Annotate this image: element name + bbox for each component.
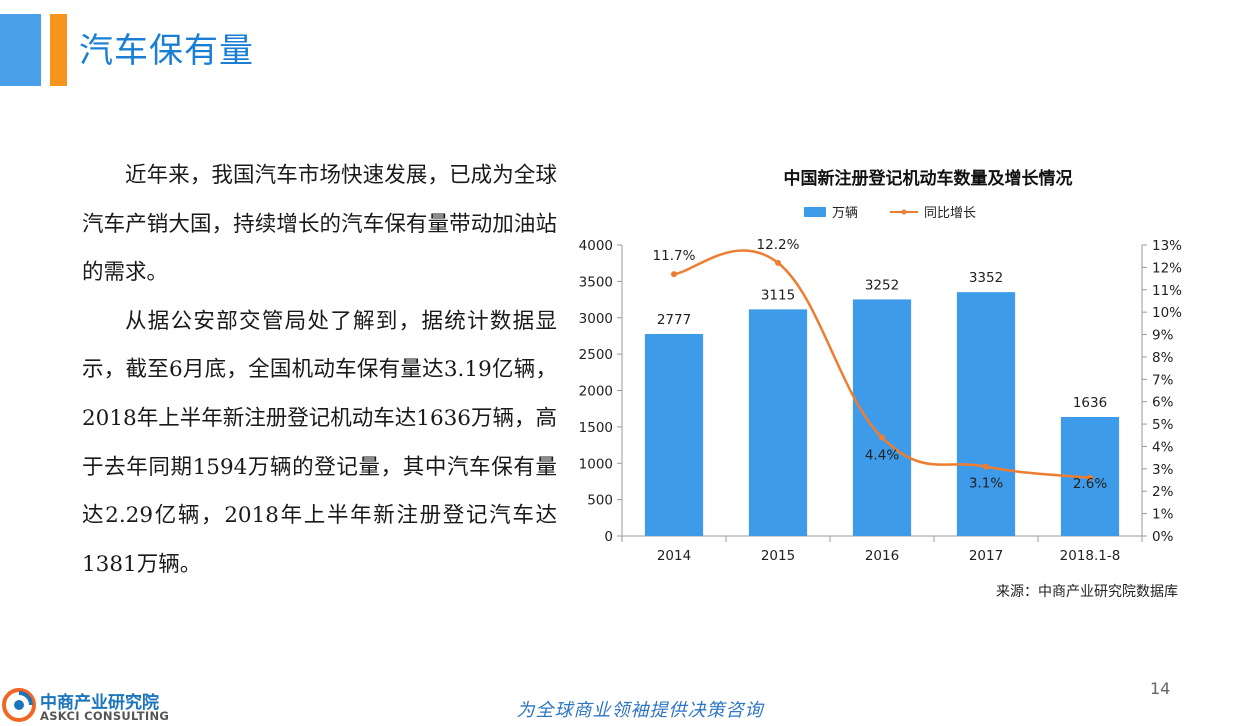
y-tick-label-right: 4%	[1152, 439, 1174, 455]
bar-data-label: 2777	[657, 312, 691, 328]
bar-data-label: 1636	[1073, 395, 1107, 411]
bar-data-label: 3252	[865, 277, 899, 293]
legend-swatch-bar	[804, 207, 826, 217]
growth-data-label: 11.7%	[653, 248, 696, 264]
y-tick-label-right: 9%	[1152, 328, 1174, 344]
y-tick-label-right: 2%	[1152, 484, 1174, 500]
growth-marker	[983, 463, 989, 470]
y-tick-label-left: 3500	[579, 274, 613, 290]
growth-marker	[671, 271, 677, 278]
y-tick-label-right: 10%	[1152, 305, 1182, 321]
legend-swatch-marker	[901, 209, 907, 215]
legend-label: 万辆	[832, 206, 858, 221]
source-note: 来源：中商产业研究院数据库	[996, 584, 1178, 600]
y-tick-label-right: 5%	[1152, 417, 1174, 433]
paragraph: 从据公安部交管局处了解到，据统计数据显示，截至6月底，全国机动车保有量达3.19…	[82, 308, 557, 577]
growth-data-label: 12.2%	[757, 237, 800, 253]
logo-chinese-name: 中商产业研究院	[40, 693, 159, 713]
y-tick-label-right: 3%	[1152, 462, 1174, 478]
page-number: 14	[1150, 679, 1171, 698]
bar	[852, 299, 912, 536]
x-tick-label: 2016	[865, 548, 899, 564]
x-tick-label: 2015	[761, 548, 795, 564]
page-title: 汽车保有量	[79, 31, 254, 71]
growth-marker	[1087, 474, 1093, 481]
growth-data-label: 4.4%	[865, 448, 899, 464]
growth-data-label: 2.6%	[1073, 476, 1107, 492]
logo-english-name: ASKCI CONSULTING	[40, 709, 170, 723]
growth-marker	[879, 434, 885, 441]
y-tick-label-right: 6%	[1152, 395, 1174, 411]
body-text: 近年来，我国汽车市场快速发展，已成为全球汽车产销大国，持续增长的汽车保有量带动加…	[82, 152, 557, 589]
chart-title: 中国新注册登记机动车数量及增长情况	[783, 169, 1073, 189]
bar	[644, 333, 704, 536]
growth-marker	[775, 259, 781, 266]
y-tick-label-left: 500	[587, 493, 613, 509]
y-tick-label-left: 0	[604, 529, 613, 545]
bar	[748, 309, 808, 536]
y-tick-label-left: 4000	[579, 238, 613, 254]
y-tick-label-right: 8%	[1152, 350, 1174, 366]
askci-logo-icon	[2, 688, 36, 722]
y-tick-label-left: 2500	[579, 347, 613, 363]
x-tick-label: 2014	[657, 548, 691, 564]
y-tick-label-left: 1500	[579, 420, 613, 436]
y-tick-label-right: 0%	[1152, 529, 1174, 545]
header-accent-bar-orange	[50, 14, 67, 86]
paragraph: 近年来，我国汽车市场快速发展，已成为全球汽车产销大国，持续增长的汽车保有量带动加…	[82, 163, 557, 286]
bar	[956, 292, 1016, 536]
header-accent-bar-blue	[0, 14, 41, 86]
slogan: 为全球商业领袖提供决策咨询	[516, 700, 764, 721]
y-tick-label-right: 12%	[1152, 260, 1182, 276]
x-tick-label: 2018.1-8	[1060, 548, 1121, 564]
y-tick-label-left: 2000	[579, 384, 613, 400]
y-tick-label-right: 1%	[1152, 507, 1174, 523]
bar-data-label: 3352	[969, 270, 1003, 286]
y-tick-label-right: 13%	[1152, 238, 1182, 254]
bar-data-label: 3115	[761, 287, 795, 303]
y-tick-label-right: 11%	[1152, 283, 1182, 299]
combo-chart: 万辆 同比增长 0 500 1000 1500 2000 2500 3000 3500 4000 0%…	[579, 206, 1183, 564]
y-tick-label-left: 1000	[579, 456, 613, 472]
growth-data-label: 3.1%	[969, 476, 1003, 492]
y-tick-label-right: 7%	[1152, 372, 1174, 388]
x-tick-label: 2017	[969, 548, 1003, 564]
legend-label: 同比增长	[924, 206, 976, 221]
growth-line	[673, 249, 1091, 480]
y-tick-label-left: 3000	[579, 311, 613, 327]
